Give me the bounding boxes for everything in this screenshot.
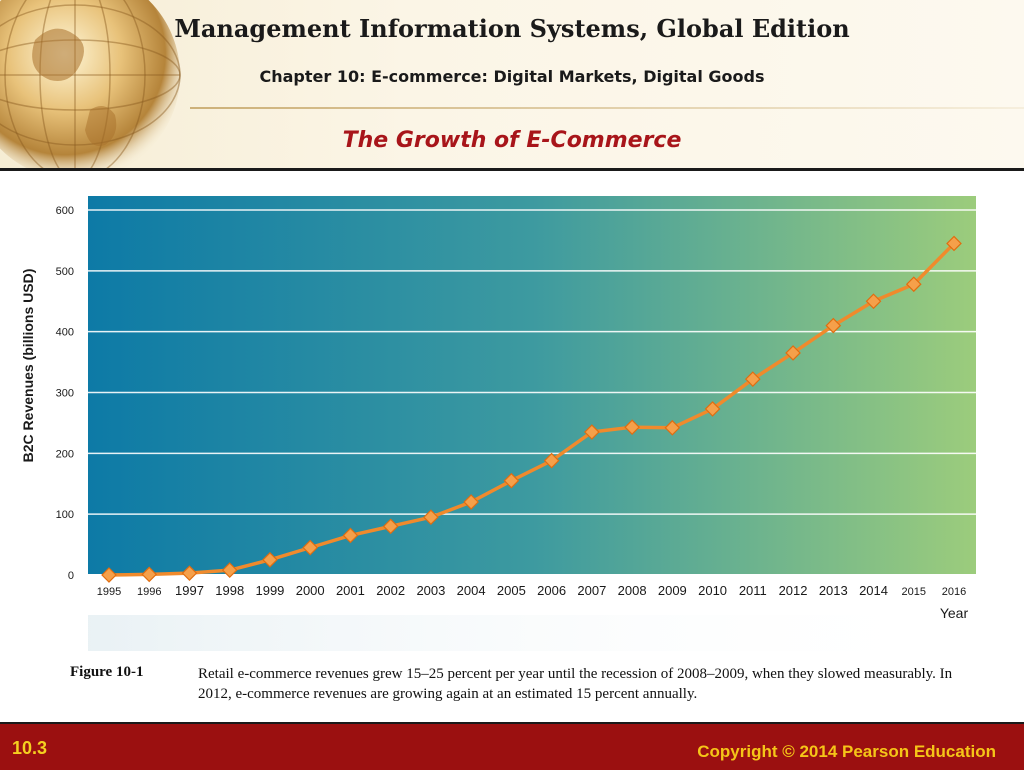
x-tick-label: 2016 (942, 586, 966, 598)
chapter-title: Chapter 10: E-commerce: Digital Markets,… (259, 67, 765, 86)
data-point-2000 (302, 539, 319, 556)
x-tick-label: 1998 (215, 583, 244, 598)
x-tick-label: 2009 (658, 583, 687, 598)
x-tick-label: 2014 (859, 583, 888, 598)
y-axis-title: B2C Revenues (billions USD) (20, 269, 36, 463)
x-tick-label: 2010 (698, 583, 727, 598)
y-tick-label: 500 (56, 266, 74, 278)
data-point-2001 (342, 527, 359, 544)
data-point-2008 (624, 419, 640, 436)
data-point-2013 (825, 317, 842, 334)
data-point-2006 (543, 452, 560, 469)
data-point-2014 (865, 293, 882, 310)
data-point-2012 (785, 345, 801, 361)
x-tick-label: 2001 (336, 583, 365, 598)
data-point-2004 (463, 494, 479, 510)
x-tick-label: 2005 (497, 583, 526, 598)
globe-icon (0, 0, 181, 168)
data-point-1998 (221, 562, 238, 578)
x-axis-title: Year (940, 605, 969, 621)
x-tick-label: 1995 (97, 586, 121, 598)
data-point-1995 (101, 567, 117, 583)
x-tick-label: 2013 (819, 583, 848, 598)
x-tick-label: 1996 (137, 586, 161, 598)
data-point-2005 (503, 472, 520, 489)
y-tick-label: 300 (56, 388, 74, 400)
x-tick-label: 1997 (175, 583, 204, 598)
chart-lower-fade (88, 615, 976, 651)
x-tick-label: 2015 (902, 586, 926, 598)
book-title: Management Information Systems, Global E… (174, 14, 850, 43)
data-point-2007 (584, 424, 600, 440)
data-point-2009 (664, 419, 681, 436)
data-point-2010 (704, 401, 721, 417)
figure-label: Figure 10-1 (70, 664, 144, 680)
y-tick-label: 600 (56, 205, 74, 217)
x-tick-label: 2012 (779, 583, 808, 598)
slide-footer: 10.3 Copyright © 2014 Pearson Education (0, 722, 1024, 770)
data-point-1997 (181, 565, 198, 582)
figure-text: Retail e-commerce revenues grew 15–25 pe… (198, 666, 953, 702)
y-tick-label: 0 (68, 570, 74, 582)
x-tick-label: 2000 (296, 583, 325, 598)
data-point-2011 (744, 371, 761, 387)
data-point-2016 (946, 235, 962, 252)
x-tick-label: 2003 (416, 583, 445, 598)
header-divider (190, 107, 1024, 109)
y-tick-label: 100 (56, 509, 74, 521)
y-tick-label: 400 (56, 327, 74, 339)
plot-background (88, 196, 976, 575)
x-tick-label: 1999 (255, 583, 284, 598)
series-line (108, 242, 956, 577)
x-tick-label: 2007 (577, 583, 606, 598)
slide-number: 10.3 (12, 738, 48, 758)
revenue-line-chart: 0 100 200 300 400 500 600 1995 1996 1997 1998 1999 2… (20, 196, 976, 651)
data-point-1996 (141, 566, 158, 583)
x-tick-label: 2002 (376, 583, 405, 598)
copyright-notice: Copyright © 2014 Pearson Education (697, 742, 996, 761)
slide-title: The Growth of E-Commerce (342, 128, 682, 153)
data-point-2003 (423, 509, 439, 526)
data-point-2015 (905, 276, 922, 293)
slide-header: Management Information Systems, Global E… (0, 0, 1024, 171)
chart-area: 0 100 200 300 400 500 600 1995 1996 1997 1998 1999 2… (0, 171, 1024, 651)
data-point-1999 (262, 551, 278, 568)
y-tick-label: 200 (56, 448, 74, 460)
x-tick-label: 2008 (618, 583, 647, 598)
x-tick-label: 2004 (457, 583, 486, 598)
x-tick-label: 2011 (739, 583, 767, 598)
data-point-2002 (382, 518, 399, 535)
x-tick-label: 2006 (537, 583, 566, 598)
